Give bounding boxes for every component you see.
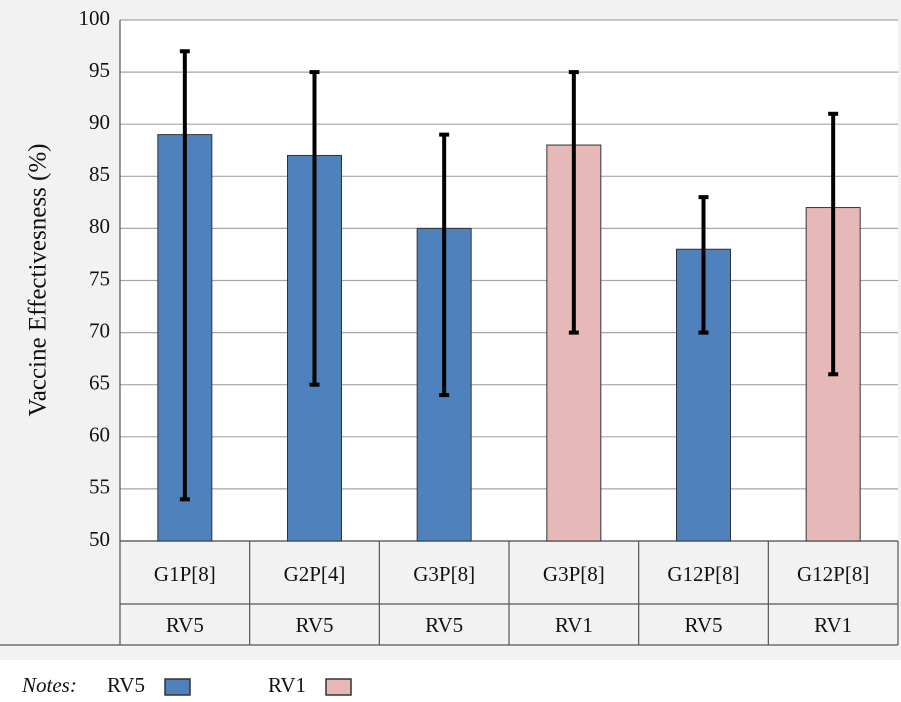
x-tick-label: G12P[8] <box>667 562 739 586</box>
error-bar <box>698 195 709 335</box>
y-tick-label: 95 <box>89 58 110 82</box>
error-bar <box>439 132 450 398</box>
y-tick-label: 85 <box>89 162 110 186</box>
y-tick-label: 60 <box>89 423 110 447</box>
y-tick-label: 50 <box>89 527 110 551</box>
legend-swatch <box>164 678 191 696</box>
error-bar <box>309 70 320 387</box>
y-tick-label: 90 <box>89 110 110 134</box>
x-tick-label: G1P[8] <box>154 562 216 586</box>
y-tick-label: 65 <box>89 371 110 395</box>
x-subcategory-label: RV5 <box>166 613 204 637</box>
error-bar <box>568 70 579 335</box>
x-subcategory-label: RV1 <box>555 613 593 637</box>
x-tick-label: G12P[8] <box>797 562 869 586</box>
legend-swatch <box>325 678 352 696</box>
y-tick-label: 100 <box>79 6 111 30</box>
y-tick-label: 70 <box>89 318 110 342</box>
x-subcategory-label: RV5 <box>685 613 723 637</box>
y-axis-label: Vaccine Effectivesness (%) <box>25 143 52 416</box>
x-subcategory-label: RV1 <box>814 613 852 637</box>
error-bar <box>179 49 190 502</box>
x-tick-label: G3P[8] <box>543 562 605 586</box>
legend-label: RV1 <box>268 673 306 697</box>
y-tick-label: 55 <box>89 475 110 499</box>
legend-note: Notes: <box>21 673 77 697</box>
y-tick-label: 75 <box>89 266 110 290</box>
x-tick-label: G2P[4] <box>284 562 346 586</box>
y-tick-label: 80 <box>89 214 110 238</box>
error-bar <box>828 111 839 377</box>
x-tick-label: G3P[8] <box>413 562 475 586</box>
x-subcategory-label: RV5 <box>425 613 463 637</box>
legend-label: RV5 <box>107 673 145 697</box>
x-subcategory-label: RV5 <box>296 613 334 637</box>
